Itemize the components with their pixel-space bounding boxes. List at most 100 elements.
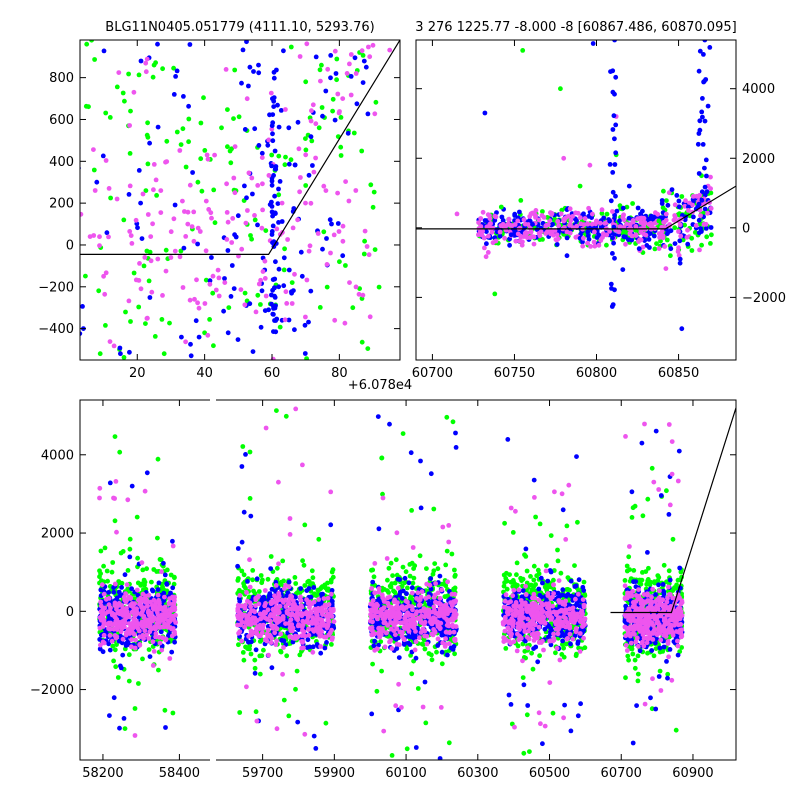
magenta-point	[273, 595, 279, 601]
magenta-point	[306, 632, 312, 638]
green-point	[145, 120, 151, 126]
green-point	[136, 72, 142, 78]
green-point	[284, 653, 290, 659]
magenta-point	[302, 731, 308, 737]
green-point	[530, 666, 536, 672]
blue-point	[97, 646, 103, 652]
magenta-point	[340, 238, 346, 244]
green-point	[343, 263, 348, 268]
magenta-point	[151, 649, 157, 654]
blue-point	[121, 716, 127, 721]
magenta-point	[406, 603, 412, 609]
magenta-point	[168, 229, 174, 235]
magenta-point	[303, 200, 308, 206]
magenta-point	[599, 207, 605, 213]
blue-point	[276, 266, 282, 272]
magenta-point	[262, 258, 268, 264]
green-point	[443, 583, 449, 589]
magenta-point	[417, 635, 422, 641]
blue-point	[674, 193, 680, 198]
magenta-point	[290, 225, 296, 231]
blue-point	[437, 573, 443, 579]
magenta-point	[276, 479, 281, 485]
magenta-point	[298, 594, 303, 600]
magenta-point	[297, 54, 303, 59]
green-point	[449, 551, 455, 557]
magenta-point	[370, 628, 375, 633]
blue-point	[114, 595, 120, 601]
green-point	[162, 707, 168, 713]
blue-point	[387, 421, 392, 427]
magenta-point	[126, 628, 132, 633]
blue-point	[401, 642, 407, 647]
blue-point	[231, 286, 237, 291]
magenta-point	[264, 638, 270, 644]
green-point	[144, 248, 150, 254]
magenta-point	[114, 529, 119, 535]
top-left-y-tick-label: 0	[66, 238, 74, 253]
blue-point	[120, 652, 126, 658]
green-point	[435, 566, 441, 572]
green-point	[661, 188, 666, 194]
green-point	[156, 667, 161, 673]
magenta-point	[309, 621, 315, 626]
magenta-point	[274, 726, 280, 732]
magenta-point	[690, 202, 695, 208]
blue-point	[209, 255, 214, 260]
magenta-point	[311, 169, 317, 175]
blue-point	[329, 598, 335, 604]
magenta-point	[151, 187, 156, 193]
magenta-point	[321, 596, 327, 601]
green-point	[98, 571, 103, 576]
green-point	[202, 148, 208, 153]
magenta-point	[139, 560, 145, 566]
magenta-point	[666, 190, 672, 196]
blue-point	[119, 585, 124, 590]
top-left-axes-frame	[79, 39, 401, 361]
magenta-point	[244, 684, 249, 690]
green-point	[708, 241, 713, 246]
magenta-point	[331, 232, 337, 238]
magenta-point	[433, 610, 439, 616]
magenta-point	[225, 219, 231, 225]
magenta-point	[239, 246, 245, 252]
magenta-point	[197, 229, 203, 234]
magenta-point	[203, 248, 209, 254]
magenta-point	[522, 230, 528, 236]
magenta-point	[396, 681, 401, 687]
blue-point	[677, 256, 683, 262]
green-point	[315, 592, 321, 597]
green-point	[136, 681, 141, 686]
blue-point	[117, 345, 123, 351]
magenta-point	[573, 210, 578, 216]
magenta-point	[312, 627, 318, 633]
magenta-point	[122, 624, 127, 630]
green-point	[518, 575, 523, 581]
blue-point	[245, 579, 250, 584]
magenta-point	[703, 221, 709, 227]
green-point	[528, 574, 533, 579]
magenta-point	[633, 232, 639, 238]
blue-point	[170, 538, 175, 544]
magenta-point	[362, 228, 368, 234]
magenta-point	[348, 52, 354, 57]
blue-point	[274, 316, 280, 322]
magenta-point	[372, 590, 378, 596]
magenta-point	[260, 269, 266, 274]
magenta-point	[160, 293, 165, 298]
magenta-point	[254, 618, 260, 623]
blue-point	[439, 649, 445, 655]
magenta-point	[298, 175, 303, 180]
blue-point	[702, 184, 708, 190]
magenta-point	[138, 286, 144, 292]
blue-point	[286, 161, 292, 167]
blue-point	[298, 586, 303, 591]
top-right-model-line	[416, 185, 736, 230]
magenta-point	[263, 293, 269, 299]
green-point	[407, 573, 413, 579]
green-point	[452, 567, 457, 573]
magenta-point	[153, 177, 159, 183]
blue-point	[610, 170, 616, 175]
top-right-title: 3 276 1225.77 -8.000 -8 [60867.486, 6087…	[415, 20, 736, 35]
blue-point	[697, 118, 703, 124]
